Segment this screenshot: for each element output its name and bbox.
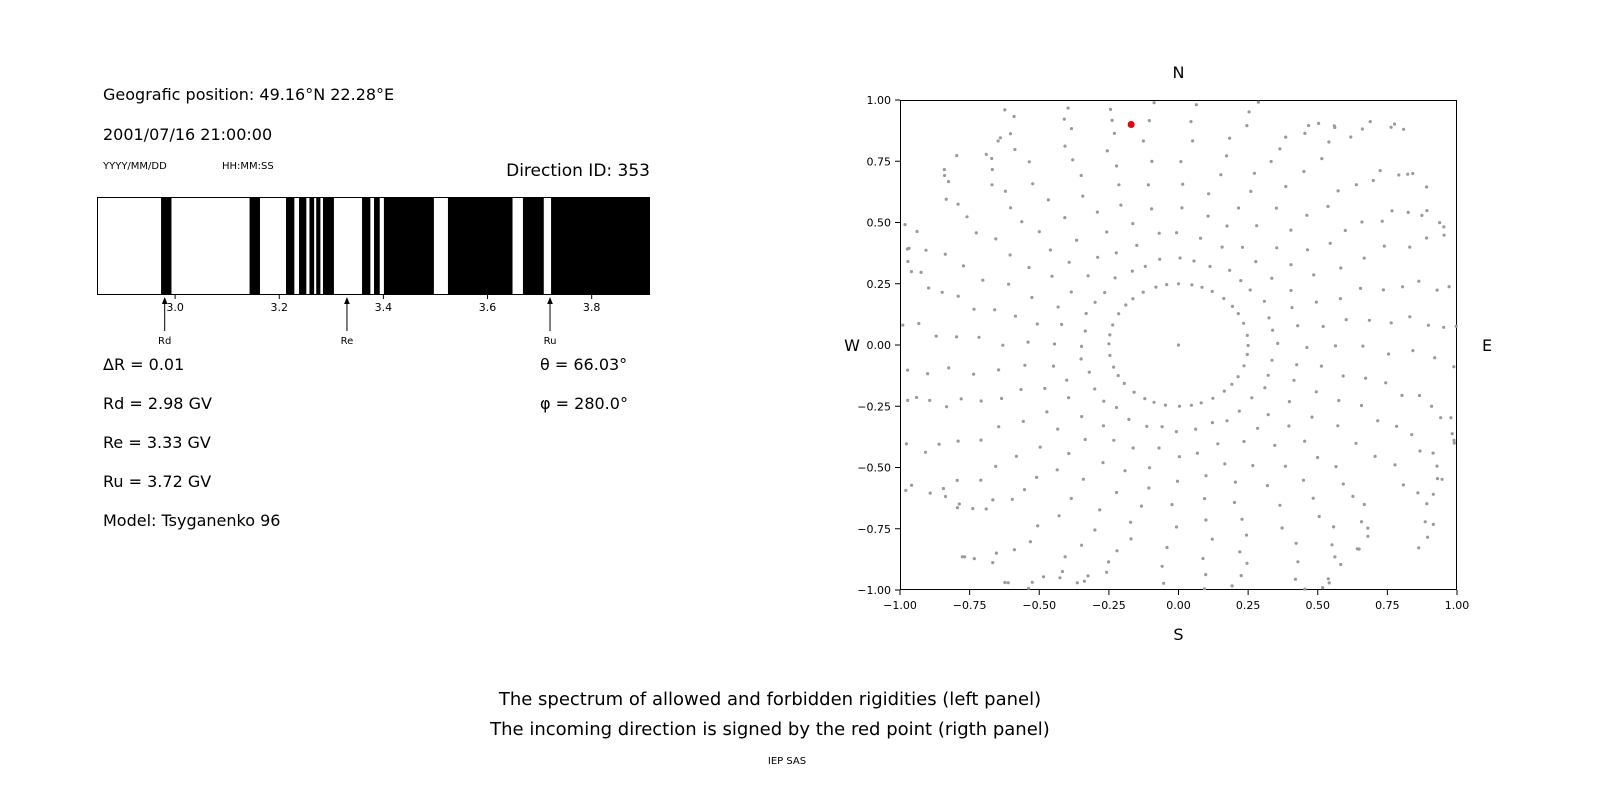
model-name: Model: Tsyganenko 96: [103, 511, 281, 530]
cutoff-markers: Rd Re Ru: [158, 297, 556, 347]
direction-id: Direction ID: 353: [506, 161, 650, 181]
svg-text:0.50: 0.50: [867, 217, 892, 230]
svg-text:Rd: Rd: [158, 336, 171, 347]
asymptotic-direction-dots: [901, 100, 1458, 591]
phi-value: φ = 280.0°: [540, 394, 628, 413]
svg-text:E: E: [1482, 336, 1492, 355]
delta-r-value: ΔR = 0.01: [103, 355, 185, 374]
svg-text:−0.50: −0.50: [1022, 599, 1056, 612]
theta-value: θ = 66.03°: [540, 355, 628, 374]
svg-text:0.75: 0.75: [1375, 599, 1400, 612]
svg-text:−0.75: −0.75: [857, 523, 891, 536]
re-value: Re = 3.33 GV: [103, 433, 211, 452]
svg-text:W: W: [844, 336, 860, 355]
caption-line-1: The spectrum of allowed and forbidden ri…: [498, 689, 1042, 710]
svg-text:−1.00: −1.00: [883, 599, 917, 612]
svg-text:0.75: 0.75: [867, 155, 892, 168]
svg-text:1.00: 1.00: [1445, 599, 1470, 612]
rigidity-spectrum-plot: 3.0 3.2 3.4 3.6 3.8 Rd Re Ru: [97, 197, 650, 347]
direction-ticks: −1.00 −1.00 −0.75 −0.75 −0.50 −0.50 −0.25 −0.25…: [857, 94, 1469, 612]
svg-text:N: N: [1173, 63, 1185, 82]
svg-text:S: S: [1173, 625, 1183, 644]
svg-text:−0.75: −0.75: [953, 599, 987, 612]
svg-text:−0.50: −0.50: [857, 462, 891, 475]
svg-text:3.6: 3.6: [479, 301, 497, 314]
compass-labels: N S W E: [844, 63, 1492, 644]
allowed-rigidity-bands: [161, 198, 650, 294]
time-format-label: HH:MM:SS: [222, 161, 274, 172]
spectrum-x-ticks: 3.0 3.2 3.4 3.6 3.8: [166, 295, 600, 314]
svg-text:−1.00: −1.00: [857, 584, 891, 597]
svg-text:3.2: 3.2: [271, 301, 289, 314]
svg-text:0.00: 0.00: [867, 339, 892, 352]
svg-text:0.25: 0.25: [867, 278, 892, 291]
svg-text:Re: Re: [341, 336, 354, 347]
rd-value: Rd = 2.98 GV: [103, 394, 212, 413]
incoming-direction-plot: −1.00 −1.00 −0.75 −0.75 −0.50 −0.50 −0.25 −0.25…: [844, 63, 1492, 644]
svg-text:3.8: 3.8: [583, 301, 601, 314]
svg-text:−0.25: −0.25: [857, 400, 891, 413]
svg-text:1.00: 1.00: [867, 94, 892, 107]
svg-text:Ru: Ru: [544, 336, 557, 347]
geographic-position: Geografic position: 49.16°N 22.28°E: [103, 85, 395, 104]
caption-line-2: The incoming direction is signed by the …: [490, 719, 1050, 740]
svg-text:0.25: 0.25: [1236, 599, 1261, 612]
red-point-marker: [1127, 121, 1135, 128]
svg-text:3.4: 3.4: [375, 301, 393, 314]
credit-label: IEP SAS: [767, 756, 807, 767]
svg-text:−0.25: −0.25: [1092, 599, 1126, 612]
date-format-label: YYYY/MM/DD: [103, 161, 167, 172]
event-datetime: 2001/07/16 21:00:00: [103, 125, 273, 144]
ru-value: Ru = 3.72 GV: [103, 472, 212, 491]
svg-text:3.0: 3.0: [166, 301, 184, 314]
svg-text:0.00: 0.00: [1166, 599, 1191, 612]
svg-text:0.50: 0.50: [1306, 599, 1331, 612]
